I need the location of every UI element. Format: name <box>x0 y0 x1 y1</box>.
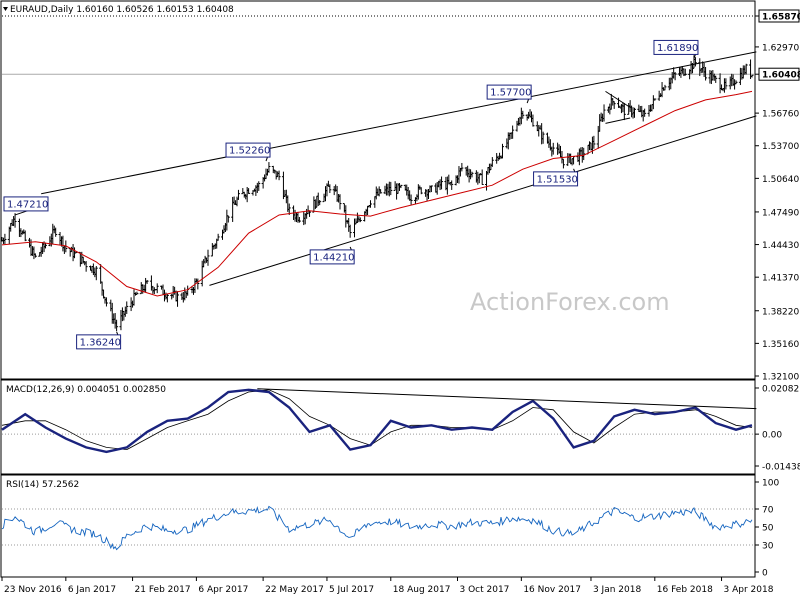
trend-channel-line <box>41 51 757 195</box>
annotation-box <box>533 171 579 187</box>
triangle-line <box>605 90 631 108</box>
key-level-box <box>758 9 800 23</box>
x-tick-label: 16 Nov 2017 <box>523 585 581 595</box>
x-tick-label: 3 Apr 2018 <box>724 585 774 595</box>
annotation-label: 1.47210 <box>7 199 48 210</box>
price-y-label: 1.38220 <box>762 307 799 317</box>
x-tick-label: 6 Apr 2017 <box>198 585 248 595</box>
annotation-box <box>486 84 532 100</box>
price-panel-frame <box>0 0 756 380</box>
rsi-y-label: 0 <box>762 569 768 579</box>
annotation-box <box>225 142 271 158</box>
price-y-label: 1.44430 <box>762 241 799 251</box>
watermark: ActionForex.com <box>470 288 670 316</box>
last-price-box <box>758 67 800 81</box>
moving-average-line <box>1 90 753 297</box>
price-y-label: 1.50640 <box>762 175 799 185</box>
annotation-label: 1.61890 <box>657 43 698 54</box>
rsi-y-label: 100 <box>762 479 779 489</box>
macd-trendline <box>257 388 757 410</box>
macd-panel-title: MACD(12,26,9) 0.004051 0.002850 <box>6 385 166 395</box>
rsi-y-label: 70 <box>762 506 774 516</box>
macd-y-label: -0.014386 <box>762 463 800 473</box>
last-price-label: 1.60408 <box>762 71 800 81</box>
x-tick-label: 16 Feb 2018 <box>657 585 713 595</box>
moving-average-layer <box>1 90 753 297</box>
macd-main-line <box>1 388 753 454</box>
macd-panel-frame <box>0 379 756 475</box>
price-panel-title: EURAUD,Daily 1.60160 1.60526 1.60153 1.6… <box>10 5 234 15</box>
price-y-label: 1.53700 <box>762 142 799 152</box>
rsi-panel-title: RSI(14) 57.2562 <box>6 480 79 490</box>
macd-signal-line <box>1 389 753 451</box>
macd-y-label: 0.020827 <box>762 384 800 394</box>
price-y-label: 1.47490 <box>762 208 799 218</box>
key-level-label: 1.65870 <box>762 13 800 23</box>
macd-y-label: 0.00 <box>762 431 782 441</box>
annotations-layer: 1.47210 1.36240 1.52260 1.44210 1.57700 1.515… <box>3 39 699 350</box>
annotation-label: 1.44210 <box>313 252 354 263</box>
macd-layer <box>1 388 757 454</box>
rsi-y-label: 30 <box>762 542 774 552</box>
annotation-label: 1.52260 <box>229 146 270 157</box>
x-tick-label: 3 Oct 2017 <box>460 585 510 595</box>
x-tick-label: 5 Jul 2017 <box>329 585 374 595</box>
x-axis-labels: 23 Nov 2016 6 Jan 2017 21 Feb 2017 6 Apr 20… <box>1 577 774 595</box>
price-y-label: 1.41370 <box>762 274 799 284</box>
price-bars-layer <box>0 55 754 332</box>
triangle-line <box>605 117 631 124</box>
rsi-y-label: 50 <box>762 524 774 534</box>
x-tick-label: 18 Aug 2017 <box>393 585 451 595</box>
price-y-label: 1.56760 <box>762 110 799 120</box>
annotation-label: 1.57700 <box>490 88 531 99</box>
rsi-panel-frame <box>0 474 756 578</box>
rsi-layer <box>1 505 753 551</box>
annotation-box <box>3 196 49 212</box>
price-y-label: 1.32100 <box>762 373 799 383</box>
y-axis-labels: 1.65870 1.62970 1.60408 1.56760 1.53700 1.506… <box>755 9 800 579</box>
trend-channel-line <box>209 115 757 286</box>
x-tick-label: 23 Nov 2016 <box>4 585 62 595</box>
annotation-label: 1.36240 <box>80 337 121 348</box>
annotation-label: 1.51530 <box>537 174 578 185</box>
annotation-box <box>309 249 355 265</box>
x-tick-label: 22 May 2017 <box>265 585 324 595</box>
annotation-box <box>76 334 122 350</box>
x-tick-label: 21 Feb 2017 <box>135 585 191 595</box>
price-y-label: 1.62970 <box>762 43 799 53</box>
price-y-label: 1.35160 <box>762 340 799 350</box>
x-tick-label: 3 Jan 2018 <box>593 585 641 595</box>
title-arrow-icon <box>3 7 8 11</box>
annotation-box <box>653 39 699 55</box>
trend-channel-layer <box>41 51 757 286</box>
grid-layer <box>2 15 754 546</box>
rsi-line <box>1 505 753 551</box>
x-tick-label: 6 Jan 2017 <box>68 585 116 595</box>
